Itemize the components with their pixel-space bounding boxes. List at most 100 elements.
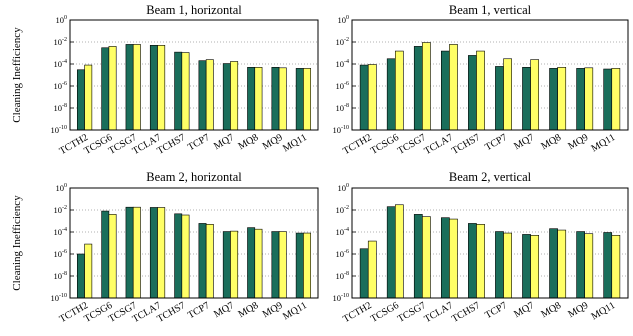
- y-tick-label: 10-2: [336, 37, 350, 47]
- bar: [295, 68, 304, 131]
- bar: [278, 67, 287, 131]
- y-tick-label: 100: [338, 15, 350, 25]
- y-tick-label: 10-4: [336, 59, 350, 69]
- bar: [84, 243, 93, 299]
- category-label: MQ7: [212, 132, 236, 152]
- category-label: TCSG6: [369, 132, 401, 157]
- bar: [222, 63, 231, 131]
- bar: [84, 64, 93, 131]
- bar: [557, 229, 567, 299]
- bar: [125, 44, 134, 131]
- plot-frame: [351, 19, 629, 131]
- y-tick-label: 10-2: [54, 205, 68, 215]
- bar: [157, 45, 166, 131]
- bar: [271, 67, 280, 131]
- chart-title: Beam 2, horizontal: [146, 170, 242, 184]
- bar: [549, 228, 558, 299]
- bar: [230, 230, 239, 299]
- y-tick-label: 100: [338, 183, 350, 193]
- bar: [181, 52, 190, 131]
- bar: [174, 213, 183, 299]
- chart-title: Beam 1, horizontal: [146, 3, 242, 17]
- category-label: TCP7: [483, 300, 509, 321]
- bar: [367, 240, 377, 299]
- bar: [278, 231, 287, 299]
- y-tick-label: 10-10: [333, 125, 350, 135]
- category-label: MQ8: [236, 132, 260, 152]
- category-label: MQ7: [512, 132, 536, 152]
- bar: [584, 233, 594, 299]
- bar: [132, 44, 141, 131]
- category-label: MQ7: [512, 300, 536, 320]
- bar: [254, 228, 263, 299]
- bar: [495, 231, 504, 299]
- bar: [76, 69, 85, 131]
- y-tick-label: 10-10: [51, 293, 68, 303]
- category-label: MQ11: [281, 132, 309, 154]
- bar: [603, 68, 613, 131]
- bar: [476, 224, 485, 299]
- bar: [394, 50, 404, 131]
- bar: [503, 58, 512, 131]
- y-axis-label: Cleaning Inefficiency: [11, 27, 23, 123]
- category-label: TCP7: [186, 132, 212, 153]
- y-tick-label: 10-2: [54, 37, 68, 47]
- category-label: TCHS7: [450, 300, 482, 325]
- bar: [303, 232, 312, 299]
- bar: [230, 61, 239, 131]
- plot-frame: [69, 19, 319, 131]
- bar: [603, 232, 613, 299]
- bar: [576, 231, 586, 299]
- bar: [476, 50, 485, 131]
- category-label: MQ9: [566, 132, 590, 152]
- y-tick-label: 10-4: [54, 59, 68, 69]
- y-tick-label: 10-10: [51, 125, 68, 135]
- y-tick-label: 10-6: [54, 249, 68, 259]
- category-label: TCHS7: [155, 132, 187, 157]
- category-label: MQ8: [539, 300, 563, 320]
- bar: [413, 214, 423, 299]
- category-label: TCHS7: [450, 132, 482, 157]
- y-tick-label: 10-4: [54, 227, 68, 237]
- chart-title: Beam 2, vertical: [449, 170, 532, 184]
- y-tick-label: 100: [56, 15, 68, 25]
- category-label: MQ8: [236, 300, 260, 320]
- bar: [359, 64, 369, 131]
- y-tick-label: 10-8: [336, 103, 350, 113]
- bar: [413, 46, 423, 131]
- bar: [576, 68, 586, 131]
- bar: [440, 50, 450, 131]
- bar: [422, 216, 431, 299]
- bar: [149, 207, 158, 299]
- bar: [101, 47, 110, 131]
- category-label: TCLA7: [422, 300, 454, 325]
- bar: [132, 206, 141, 299]
- bar: [125, 206, 134, 299]
- y-tick-label: 10-10: [333, 293, 350, 303]
- bar: [394, 204, 404, 299]
- bar: [76, 253, 85, 299]
- category-label: TCTH2: [341, 132, 373, 157]
- category-label: MQ11: [589, 132, 617, 154]
- bar: [386, 58, 396, 131]
- bar: [101, 210, 110, 299]
- bar: [468, 55, 477, 131]
- category-label: MQ11: [589, 300, 617, 322]
- bar: [495, 66, 504, 131]
- category-label: MQ9: [566, 300, 590, 320]
- y-tick-label: 10-2: [336, 205, 350, 215]
- bar: [611, 235, 621, 299]
- bar: [205, 224, 214, 299]
- bar: [303, 68, 312, 131]
- category-label: TCP7: [186, 300, 212, 321]
- bar: [247, 227, 256, 299]
- bar: [149, 45, 158, 131]
- bar: [530, 235, 540, 299]
- bar: [449, 218, 458, 299]
- bar: [530, 59, 540, 131]
- category-label: TCSG6: [369, 300, 401, 325]
- bar: [367, 64, 377, 131]
- chart-title: Beam 1, vertical: [449, 3, 532, 17]
- y-tick-label: 10-6: [54, 81, 68, 91]
